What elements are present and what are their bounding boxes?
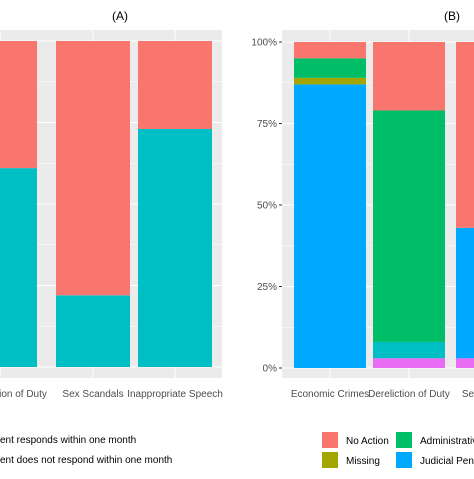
panel-b-x-tick-label: Se — [462, 389, 474, 400]
bar-b-no-action — [373, 42, 445, 111]
legend-swatch-no-action — [322, 432, 338, 448]
panel-b-y-tick-label: 50% — [257, 201, 277, 212]
bar-a-inappropriate-speech — [138, 129, 212, 367]
legend-label-missing: Missing — [346, 456, 380, 467]
panel-b-y-tick-label: 75% — [257, 119, 277, 130]
panel-a-x-tick-label: Inappropriate Speech — [127, 389, 223, 400]
bar-b-other-2 — [373, 341, 445, 359]
legend-label-no-action: No Action — [346, 436, 389, 447]
panel-b-y-tick-label: 0% — [263, 364, 278, 375]
bar-b-other — [456, 358, 474, 368]
legend-swatch-missing — [322, 452, 338, 468]
bar-a-dereliction-of-duty — [0, 168, 37, 367]
panel-b-title: (B) — [444, 9, 460, 23]
panel-b-x-tick-label: Economic Crimes — [291, 389, 369, 400]
bar-b-administrative — [294, 58, 366, 78]
legend-label-judicial-penalty: Judicial Penalty — [420, 456, 474, 467]
panel-a-legend-label: ent does not respond within one month — [0, 455, 172, 466]
legend-label-administrative: Administrative — [420, 436, 474, 447]
bar-a-dereliction-of-duty — [0, 41, 37, 169]
bar-b-administrative — [373, 110, 445, 342]
bar-a-sex-scandals — [56, 295, 130, 367]
bar-a-sex-scandals — [56, 41, 130, 296]
bar-b-other — [373, 358, 445, 368]
panel-a-legend-label: ent responds within one month — [0, 435, 136, 446]
panel-a-x-tick-label: iction of Duty — [0, 389, 47, 400]
legend-swatch-administrative — [396, 432, 412, 448]
panel-b-y-tick-label: 25% — [257, 282, 277, 293]
panel-a-title: (A) — [112, 9, 128, 23]
panel-b-x-tick-label: Dereliction of Duty — [368, 389, 450, 400]
bar-b-no-action — [456, 42, 474, 228]
bar-b-judicial-penalty — [456, 227, 474, 359]
legend-swatch-judicial-penalty — [396, 452, 412, 468]
bar-a-inappropriate-speech — [138, 41, 212, 130]
bar-b-missing — [294, 77, 366, 85]
bar-b-judicial-penalty — [294, 84, 366, 368]
panel-b-y-tick-label: 100% — [251, 38, 277, 49]
bar-b-no-action — [294, 42, 366, 59]
panel-a-x-tick-label: Sex Scandals — [62, 389, 123, 400]
